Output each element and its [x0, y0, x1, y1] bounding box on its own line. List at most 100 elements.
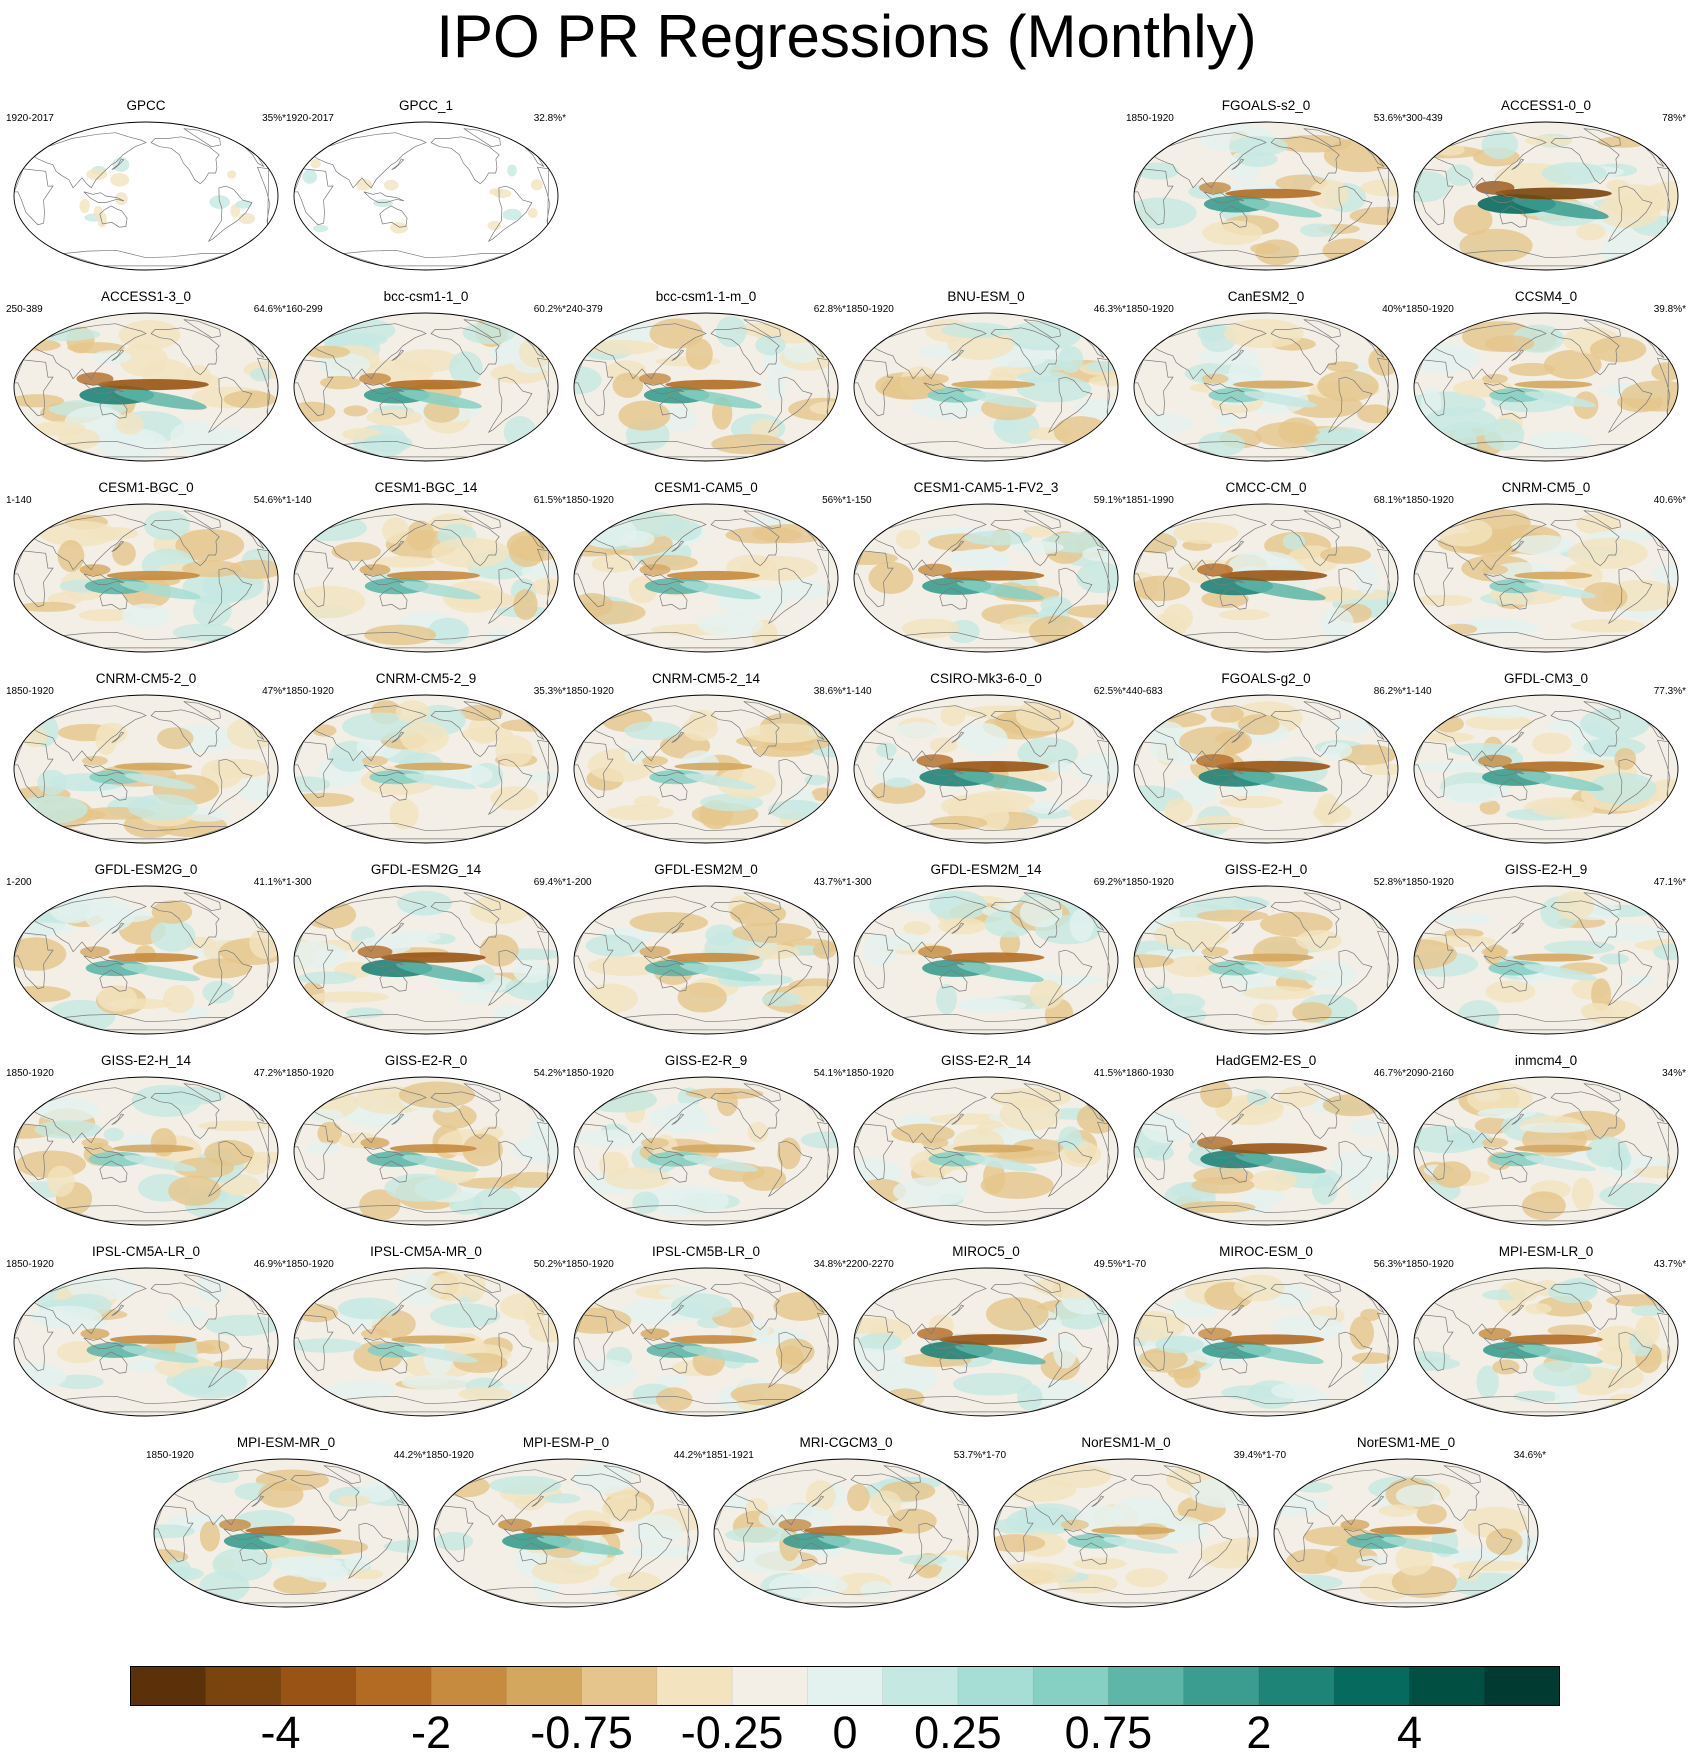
pattern-blob	[508, 535, 546, 568]
coastline	[1219, 1351, 1248, 1374]
coastline	[593, 323, 707, 380]
pattern-blob	[858, 1333, 902, 1352]
pattern-blob	[618, 400, 671, 431]
map-svg	[13, 1267, 279, 1417]
brown-anomaly	[666, 570, 760, 581]
pattern-blob	[512, 1135, 558, 1164]
coastline	[313, 1278, 427, 1335]
map-background	[294, 122, 558, 270]
panel-title: GPCC	[126, 98, 166, 113]
coastline	[313, 896, 427, 953]
pattern-blob	[1167, 1368, 1198, 1380]
coastline	[1047, 949, 1093, 1007]
pattern-blob	[584, 340, 659, 355]
pattern-blob	[1479, 799, 1501, 815]
coastline	[83, 191, 125, 203]
coastline	[1376, 357, 1391, 416]
pattern-blob	[1271, 1382, 1317, 1399]
panel-variance-explained: 35%*	[262, 113, 286, 124]
pattern-blob	[79, 198, 90, 214]
coastline	[956, 1503, 971, 1562]
panel-period: 1860-1930	[1126, 1068, 1174, 1079]
pattern-blob	[1163, 1005, 1207, 1025]
map-outline	[1133, 312, 1399, 462]
coastline	[1231, 922, 1245, 935]
map-panel: GFDL-ESM2M_14 1-300 69.2%*	[846, 862, 1126, 1047]
pattern-blob	[574, 1129, 652, 1147]
coastline	[1483, 1146, 1525, 1158]
map-svg	[853, 1076, 1119, 1226]
pattern-blob	[1134, 954, 1175, 968]
pattern-blob	[1326, 361, 1359, 372]
pattern-blob	[1218, 609, 1270, 621]
pattern-blob	[345, 1007, 384, 1019]
pattern-blob	[198, 1120, 271, 1132]
panel-title: ACCESS1-3_0	[100, 289, 192, 304]
teal-anomaly	[121, 963, 200, 982]
map-svg	[573, 503, 839, 653]
coastline	[1583, 319, 1621, 339]
panel-variance-explained: 39.4%*	[1233, 1450, 1266, 1461]
panel-period: 1-70	[1126, 1259, 1147, 1270]
panel-period: 1-200	[566, 877, 592, 888]
map-svg	[1413, 121, 1679, 271]
pattern-blob	[1155, 1335, 1204, 1354]
coastline	[256, 357, 271, 416]
teal-anomaly	[402, 1154, 479, 1172]
panel-title: MPI-ESM-P_0	[522, 1435, 610, 1450]
coastline	[33, 896, 147, 953]
coastline	[951, 731, 965, 744]
coastline	[923, 955, 965, 967]
panel-variance-explained: 34.6%*	[1513, 1450, 1546, 1461]
panel-title: FGOALS-s2_0	[1221, 98, 1311, 113]
teal-anomaly	[259, 1536, 342, 1555]
coastline	[743, 1083, 781, 1103]
pattern-blob	[940, 704, 966, 727]
coastline	[1376, 1312, 1391, 1371]
pattern-blob	[1414, 170, 1450, 203]
coastline	[990, 900, 1060, 949]
pattern-blob	[655, 1387, 693, 1412]
pattern-blob	[1519, 1122, 1592, 1133]
panel-variance-explained: 46.3%*	[1093, 304, 1126, 315]
pattern-blob	[869, 1490, 902, 1517]
panel-variance-explained: 52.8%*	[1373, 877, 1406, 888]
coastline	[207, 567, 253, 625]
coastline	[1483, 955, 1525, 967]
coastline	[391, 922, 405, 935]
colorbar-swatch	[1333, 1666, 1411, 1706]
pattern-blob	[628, 1544, 694, 1558]
pattern-blob	[175, 528, 245, 562]
coastline	[1607, 949, 1653, 1007]
coastline	[762, 1586, 930, 1604]
pattern-blob	[775, 579, 828, 601]
pattern-blob	[1360, 1308, 1381, 1322]
pattern-blob	[1316, 793, 1340, 827]
teal-anomaly	[1103, 1536, 1178, 1554]
teal-anomaly	[403, 1345, 478, 1363]
panel-title: CNRM-CM5-2_14	[651, 671, 761, 686]
pattern-blob	[331, 542, 381, 562]
panel-period: 1-140	[6, 495, 32, 506]
pattern-blob	[116, 412, 144, 435]
coastline	[1134, 1314, 1174, 1372]
coastline	[62, 440, 230, 458]
brown-anomaly	[1512, 953, 1594, 962]
pattern-blob	[1513, 1390, 1561, 1403]
brown-anomaly	[639, 564, 671, 576]
pattern-blob	[1049, 761, 1072, 773]
coastline	[463, 1083, 501, 1103]
brown-anomaly	[1503, 1334, 1603, 1345]
coastline	[1270, 327, 1340, 376]
coastline	[1443, 1465, 1481, 1485]
pattern-blob	[118, 319, 181, 350]
map-panel: GFDL-ESM2M_0 1-200 43.7%*	[566, 862, 846, 1047]
coastline	[313, 705, 427, 762]
coastline	[1023, 701, 1061, 721]
brown-anomaly	[108, 953, 199, 963]
map-outline	[293, 1267, 559, 1417]
coastline	[1182, 822, 1350, 840]
coastline	[1656, 548, 1671, 607]
pattern-blob	[1485, 335, 1535, 353]
pattern-blob	[1074, 752, 1118, 785]
